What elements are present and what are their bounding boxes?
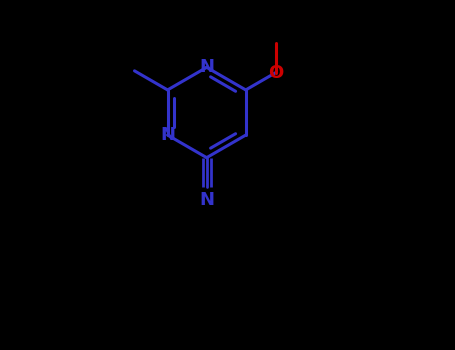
Text: N: N	[199, 191, 214, 209]
Text: N: N	[160, 126, 175, 144]
Text: N: N	[199, 58, 214, 76]
Text: O: O	[268, 64, 283, 82]
